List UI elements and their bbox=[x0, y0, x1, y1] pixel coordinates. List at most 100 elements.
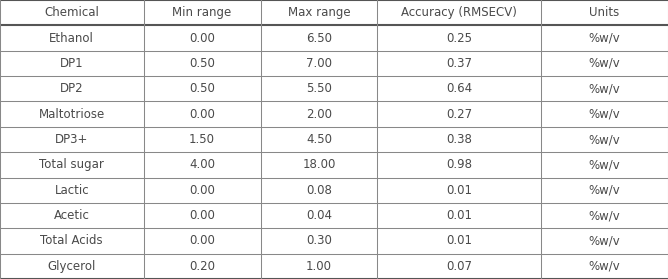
Text: %w/v: %w/v bbox=[589, 133, 621, 146]
Bar bbox=[377, 76, 541, 102]
Text: Min range: Min range bbox=[172, 6, 232, 19]
Text: 0.98: 0.98 bbox=[446, 158, 472, 171]
Bar bbox=[377, 228, 541, 254]
Text: 2.00: 2.00 bbox=[306, 108, 332, 121]
Text: Ethanol: Ethanol bbox=[49, 32, 94, 45]
Bar bbox=[377, 177, 541, 203]
Bar bbox=[144, 254, 261, 279]
Text: DP3+: DP3+ bbox=[55, 133, 88, 146]
Bar bbox=[541, 203, 668, 228]
Bar bbox=[541, 127, 668, 152]
Bar bbox=[541, 177, 668, 203]
Bar bbox=[377, 254, 541, 279]
Bar bbox=[144, 228, 261, 254]
Text: Max range: Max range bbox=[288, 6, 350, 19]
Text: Chemical: Chemical bbox=[44, 6, 100, 19]
Text: %w/v: %w/v bbox=[589, 158, 621, 171]
Text: 0.01: 0.01 bbox=[446, 209, 472, 222]
Text: Acetic: Acetic bbox=[54, 209, 90, 222]
Text: Total Acids: Total Acids bbox=[41, 234, 103, 247]
Text: 4.00: 4.00 bbox=[189, 158, 215, 171]
Text: 0.04: 0.04 bbox=[306, 209, 332, 222]
Text: 7.00: 7.00 bbox=[306, 57, 332, 70]
Bar bbox=[144, 76, 261, 102]
Bar bbox=[541, 228, 668, 254]
Text: %w/v: %w/v bbox=[589, 82, 621, 95]
Text: 0.64: 0.64 bbox=[446, 82, 472, 95]
Bar bbox=[0, 102, 144, 127]
Text: Total sugar: Total sugar bbox=[39, 158, 104, 171]
Bar bbox=[0, 127, 144, 152]
Bar bbox=[261, 102, 377, 127]
Bar bbox=[541, 102, 668, 127]
Bar bbox=[261, 127, 377, 152]
Text: 0.00: 0.00 bbox=[189, 234, 215, 247]
Bar bbox=[261, 203, 377, 228]
Bar bbox=[541, 76, 668, 102]
Bar bbox=[0, 25, 144, 51]
Text: Maltotriose: Maltotriose bbox=[39, 108, 105, 121]
Bar bbox=[0, 177, 144, 203]
Text: 0.50: 0.50 bbox=[189, 57, 215, 70]
Bar bbox=[261, 254, 377, 279]
Bar bbox=[377, 51, 541, 76]
Text: %w/v: %w/v bbox=[589, 209, 621, 222]
Bar bbox=[144, 127, 261, 152]
Bar bbox=[377, 102, 541, 127]
Bar bbox=[541, 254, 668, 279]
Bar bbox=[0, 0, 144, 25]
Text: %w/v: %w/v bbox=[589, 184, 621, 197]
Text: %w/v: %w/v bbox=[589, 32, 621, 45]
Text: 5.50: 5.50 bbox=[306, 82, 332, 95]
Text: Lactic: Lactic bbox=[55, 184, 89, 197]
Text: 0.20: 0.20 bbox=[189, 260, 215, 273]
Text: %w/v: %w/v bbox=[589, 260, 621, 273]
Bar bbox=[261, 25, 377, 51]
Text: 0.25: 0.25 bbox=[446, 32, 472, 45]
Bar bbox=[541, 51, 668, 76]
Bar bbox=[261, 0, 377, 25]
Text: 0.01: 0.01 bbox=[446, 184, 472, 197]
Text: 0.00: 0.00 bbox=[189, 32, 215, 45]
Text: 0.30: 0.30 bbox=[306, 234, 332, 247]
Bar bbox=[377, 25, 541, 51]
Text: 6.50: 6.50 bbox=[306, 32, 332, 45]
Bar bbox=[541, 25, 668, 51]
Text: 1.50: 1.50 bbox=[189, 133, 215, 146]
Bar bbox=[0, 228, 144, 254]
Text: 0.01: 0.01 bbox=[446, 234, 472, 247]
Bar bbox=[541, 152, 668, 177]
Text: 4.50: 4.50 bbox=[306, 133, 332, 146]
Bar bbox=[0, 152, 144, 177]
Bar bbox=[144, 25, 261, 51]
Bar bbox=[144, 102, 261, 127]
Bar bbox=[0, 51, 144, 76]
Bar bbox=[0, 254, 144, 279]
Bar bbox=[261, 177, 377, 203]
Text: 0.50: 0.50 bbox=[189, 82, 215, 95]
Bar bbox=[377, 152, 541, 177]
Bar bbox=[261, 76, 377, 102]
Text: 0.37: 0.37 bbox=[446, 57, 472, 70]
Bar bbox=[541, 0, 668, 25]
Bar bbox=[377, 203, 541, 228]
Text: %w/v: %w/v bbox=[589, 234, 621, 247]
Bar bbox=[0, 203, 144, 228]
Text: 0.07: 0.07 bbox=[446, 260, 472, 273]
Bar bbox=[261, 51, 377, 76]
Bar bbox=[0, 76, 144, 102]
Bar bbox=[144, 203, 261, 228]
Text: Units: Units bbox=[589, 6, 620, 19]
Bar bbox=[144, 152, 261, 177]
Text: DP1: DP1 bbox=[60, 57, 84, 70]
Text: 0.00: 0.00 bbox=[189, 184, 215, 197]
Text: Accuracy (RMSECV): Accuracy (RMSECV) bbox=[401, 6, 517, 19]
Text: DP2: DP2 bbox=[60, 82, 84, 95]
Text: Glycerol: Glycerol bbox=[47, 260, 96, 273]
Text: %w/v: %w/v bbox=[589, 57, 621, 70]
Text: 0.08: 0.08 bbox=[306, 184, 332, 197]
Text: 0.27: 0.27 bbox=[446, 108, 472, 121]
Bar bbox=[377, 127, 541, 152]
Bar bbox=[144, 0, 261, 25]
Text: %w/v: %w/v bbox=[589, 108, 621, 121]
